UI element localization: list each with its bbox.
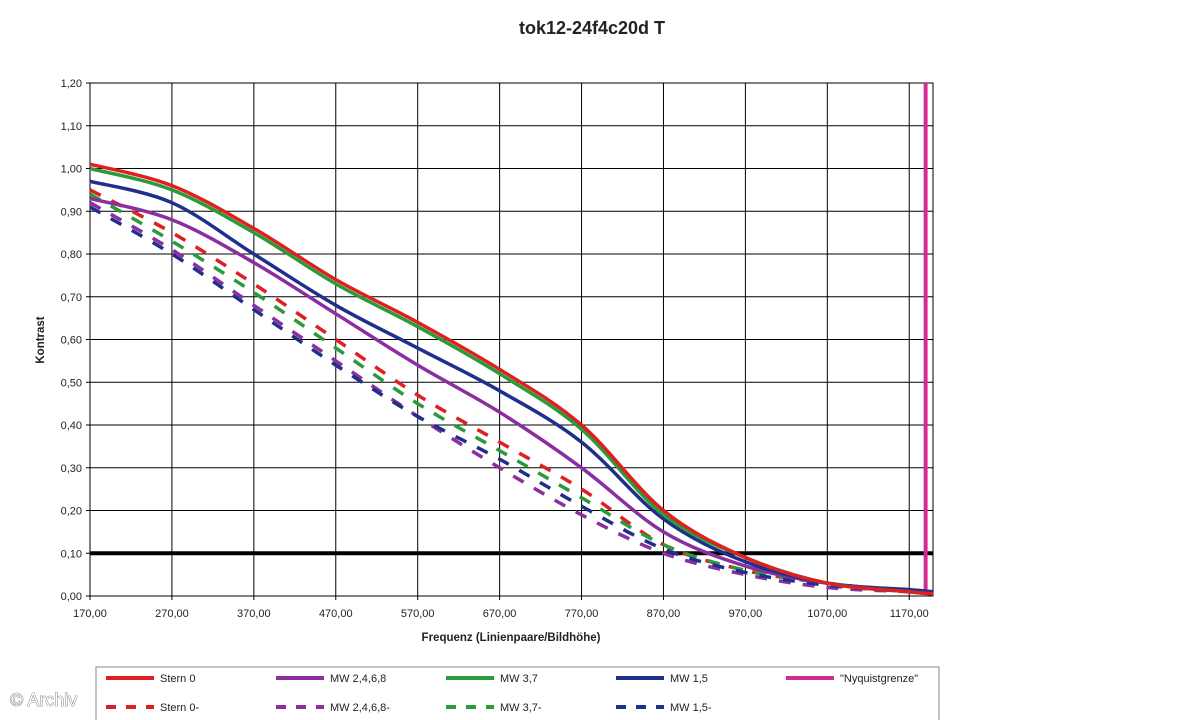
legend-label: MW 3,7- — [500, 702, 542, 714]
legend-label: Stern 0- — [160, 702, 199, 714]
y-tick-label: 1,20 — [61, 78, 82, 90]
y-tick-label: 0,60 — [61, 335, 82, 347]
y-tick-label: 0,80 — [61, 249, 82, 261]
legend-label: MW 1,5- — [670, 702, 712, 714]
legend: Stern 0 MW 2,4,6,8 MW 3,7 MW 1,5 "Nyquistgre… — [95, 666, 940, 720]
y-tick-label: 1,00 — [61, 164, 82, 176]
x-tick-label: 870,00 — [647, 608, 681, 620]
watermark-text: © Archiv — [10, 690, 77, 710]
legend-label: Stern 0 — [160, 673, 195, 685]
x-tick-label: 270,00 — [155, 608, 189, 620]
y-tick-label: 0,00 — [61, 591, 82, 603]
y-tick-label: 0,40 — [61, 420, 82, 432]
reference-lines — [90, 83, 933, 596]
y-tick-label: 0,10 — [61, 548, 82, 560]
x-axis-label: Frequenz (Linienpaare/Bildhöhe) — [422, 632, 601, 644]
data-series — [89, 162, 934, 596]
legend-label: "Nyquistgrenze" — [840, 673, 918, 685]
x-tick-label: 770,00 — [565, 608, 599, 620]
legend-box — [95, 666, 940, 720]
x-tick-label: 370,00 — [237, 608, 271, 620]
y-tick-label: 0,50 — [61, 377, 82, 389]
chart-title: tok12-24f4c20d T — [519, 18, 665, 38]
x-tick-label: 970,00 — [729, 608, 763, 620]
y-axis-label: Kontrast — [35, 316, 47, 363]
y-tick-label: 0,30 — [61, 463, 82, 475]
legend-label: MW 3,7 — [500, 673, 538, 685]
y-tick-label: 0,70 — [61, 292, 82, 304]
series-line-mw-2-4-6-8-dashed — [89, 201, 934, 596]
x-tick-label: 1070,00 — [807, 608, 847, 620]
legend-label: MW 2,4,6,8- — [330, 702, 390, 714]
y-tick-label: 0,20 — [61, 506, 82, 518]
y-tick-label: 1,10 — [61, 121, 82, 133]
y-tick-label: 0,90 — [61, 206, 82, 218]
x-tick-label: 1170,00 — [890, 608, 929, 620]
series-line-stern-0 — [89, 162, 934, 596]
legend-label: MW 1,5 — [670, 673, 708, 685]
axis-ticks: 0,00 0,10 0,20 0,30 0,40 0,50 0,60 0,70 0,80 0,90… — [61, 78, 929, 620]
x-tick-label: 470,00 — [319, 608, 353, 620]
x-tick-label: 170,00 — [73, 608, 107, 620]
x-tick-label: 670,00 — [483, 608, 517, 620]
legend-label: MW 2,4,6,8 — [330, 673, 386, 685]
x-tick-label: 570,00 — [401, 608, 435, 620]
